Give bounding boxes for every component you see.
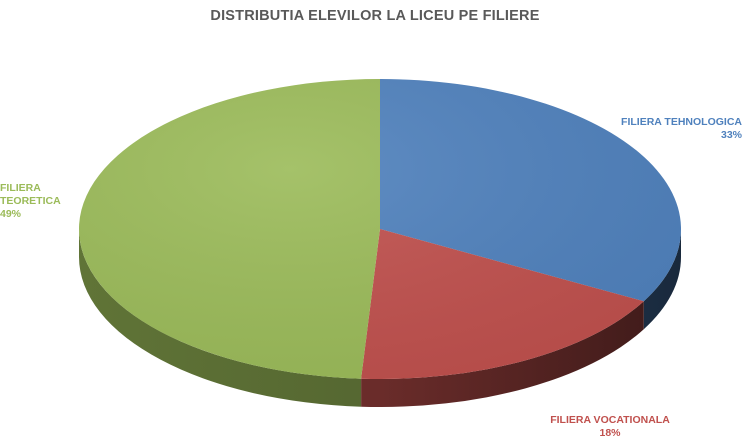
slice-name-teoretica: FILIERA TEORETICA	[0, 182, 61, 207]
chart-title: DISTRIBUTIA ELEVILOR LA LICEU PE FILIERE	[210, 8, 540, 24]
slice-name-vocationala: FILIERA VOCATIONALA	[550, 414, 670, 426]
pie-side-filiera-vocationala	[361, 301, 644, 407]
slice-percent-teoretica: 49%	[0, 208, 22, 220]
pie-slices	[78, 79, 681, 380]
slice-label-vocationala: FILIERA VOCATIONALA 18%	[540, 414, 680, 440]
slice-percent-vocationala: 18%	[599, 427, 621, 439]
slice-label-teoretica: FILIERA TEORETICA 49%	[0, 182, 100, 221]
slice-label-tehnologica: FILIERA TEHNOLOGICA 33%	[612, 116, 742, 142]
slice-name-tehnologica: FILIERA TEHNOLOGICA	[621, 116, 742, 128]
slice-percent-tehnologica: 33%	[720, 129, 742, 141]
